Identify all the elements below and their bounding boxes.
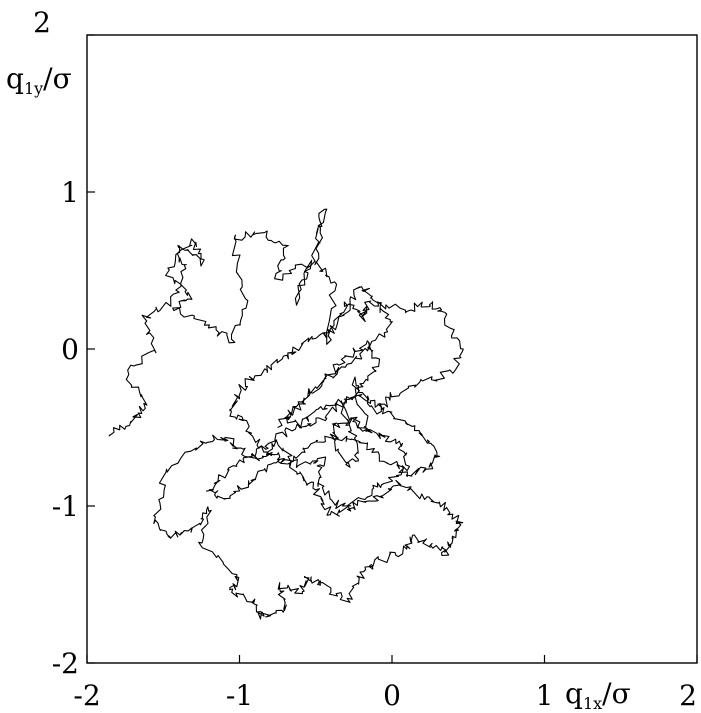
y-tick-label: 0 bbox=[61, 333, 79, 366]
plot-frame bbox=[86, 34, 698, 664]
y-tick-label: -2 bbox=[52, 647, 79, 680]
x-tick-label: 0 bbox=[383, 679, 401, 712]
x-tick-label: 2 bbox=[679, 679, 697, 712]
x-tick-label: -2 bbox=[73, 679, 100, 712]
y-axis-label: q1y/σ bbox=[6, 62, 72, 98]
x-axis-label: q1x/σ bbox=[565, 677, 631, 713]
y-tick-label: -1 bbox=[52, 490, 79, 523]
y-tick-label: 1 bbox=[61, 176, 79, 209]
y-tick-label: 2 bbox=[33, 6, 51, 39]
tick-labels: -2 -1 0 1 2 -2 -1 0 1 2 bbox=[33, 6, 697, 712]
trajectory-line bbox=[108, 208, 464, 620]
axis-ticks bbox=[86, 34, 698, 664]
x-tick-label: 1 bbox=[536, 679, 554, 712]
series-layer bbox=[108, 208, 464, 620]
x-tick-label: -1 bbox=[226, 679, 253, 712]
